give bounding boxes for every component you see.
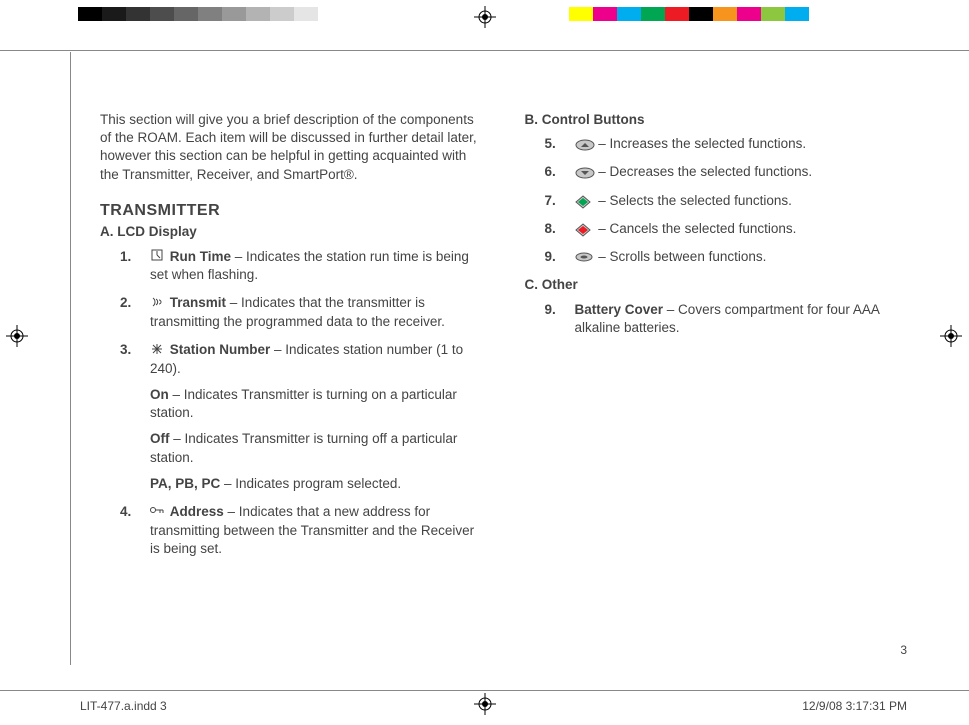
list-section-a: 1. Run Time – Indicates the station run … — [100, 248, 485, 558]
right-column: B. Control Buttons 5. – Increases the se… — [525, 111, 910, 655]
list-item: 7. – Selects the selected functions. — [545, 192, 910, 210]
color-calibration-bar — [545, 7, 809, 21]
slug-timestamp: 12/9/08 3:17:31 PM — [802, 699, 907, 713]
item-term: Transmit — [170, 295, 226, 310]
heading-transmitter: TRANSMITTER — [100, 200, 485, 222]
item-text: – Scrolls between functions. — [598, 249, 766, 264]
left-column: This section will give you a brief descr… — [100, 111, 485, 655]
scroll-button-icon — [575, 252, 593, 264]
item-term: Address — [170, 504, 224, 519]
item-text: – Increases the selected functions. — [598, 136, 806, 151]
up-button-icon — [575, 139, 593, 151]
list-item: 5. – Increases the selected functions. — [545, 135, 910, 153]
list-item: 9. – Scrolls between functions. — [545, 248, 910, 266]
item-number: 1. — [120, 248, 131, 266]
list-item: 8. – Cancels the selected functions. — [545, 220, 910, 238]
list-item: 2. Transmit – Indicates that the transmi… — [120, 294, 485, 331]
list-section-b: 5. – Increases the selected functions. 6… — [525, 135, 910, 266]
item-number: 9. — [545, 301, 556, 319]
transmit-icon — [150, 295, 164, 313]
key-icon — [150, 503, 164, 521]
sub-paragraph: On – Indicates Transmitter is turning on… — [150, 386, 485, 422]
slug-filename: LIT-477.a.indd 3 — [80, 699, 167, 713]
page-number: 3 — [900, 643, 907, 657]
sub-paragraph: Off – Indicates Transmitter is turning o… — [150, 430, 485, 466]
select-button-icon — [575, 195, 593, 207]
heading-section-a: A. LCD Display — [100, 223, 485, 241]
list-item: 6. – Decreases the selected functions. — [545, 163, 910, 181]
list-item: 9. Battery Cover – Covers compartment fo… — [545, 301, 910, 337]
item-number: 9. — [545, 248, 556, 266]
list-item: 4. Address – Indicates that a new addres… — [120, 503, 485, 558]
registration-mark-icon — [474, 6, 496, 28]
item-text: – Cancels the selected functions. — [598, 221, 796, 236]
sub-paragraph: PA, PB, PC – Indicates program selected. — [150, 475, 485, 493]
down-button-icon — [575, 167, 593, 179]
page-content: This section will give you a brief descr… — [0, 50, 969, 665]
item-text: – Selects the selected functions. — [598, 193, 792, 208]
list-item: 1. Run Time – Indicates the station run … — [120, 248, 485, 285]
heading-section-c: C. Other — [525, 276, 910, 294]
heading-section-b: B. Control Buttons — [525, 111, 910, 129]
item-number: 5. — [545, 135, 556, 153]
item-number: 7. — [545, 192, 556, 210]
item-number: 6. — [545, 163, 556, 181]
station-icon — [150, 342, 164, 360]
item-term: Battery Cover — [575, 302, 664, 317]
intro-paragraph: This section will give you a brief descr… — [100, 111, 485, 184]
item-number: 8. — [545, 220, 556, 238]
item-number: 4. — [120, 503, 131, 521]
item-term: Station Number — [170, 342, 271, 357]
item-text: – Decreases the selected functions. — [598, 164, 812, 179]
list-item: 3. Station Number – Indicates station nu… — [120, 341, 485, 493]
cancel-button-icon — [575, 223, 593, 235]
item-number: 2. — [120, 294, 131, 312]
footer-slug: LIT-477.a.indd 3 12/9/08 3:17:31 PM — [0, 690, 969, 713]
list-section-c: 9. Battery Cover – Covers compartment fo… — [525, 301, 910, 337]
item-number: 3. — [120, 341, 131, 359]
item-term: Run Time — [170, 249, 231, 264]
clock-icon — [150, 248, 164, 266]
grayscale-calibration-bar — [78, 7, 366, 21]
